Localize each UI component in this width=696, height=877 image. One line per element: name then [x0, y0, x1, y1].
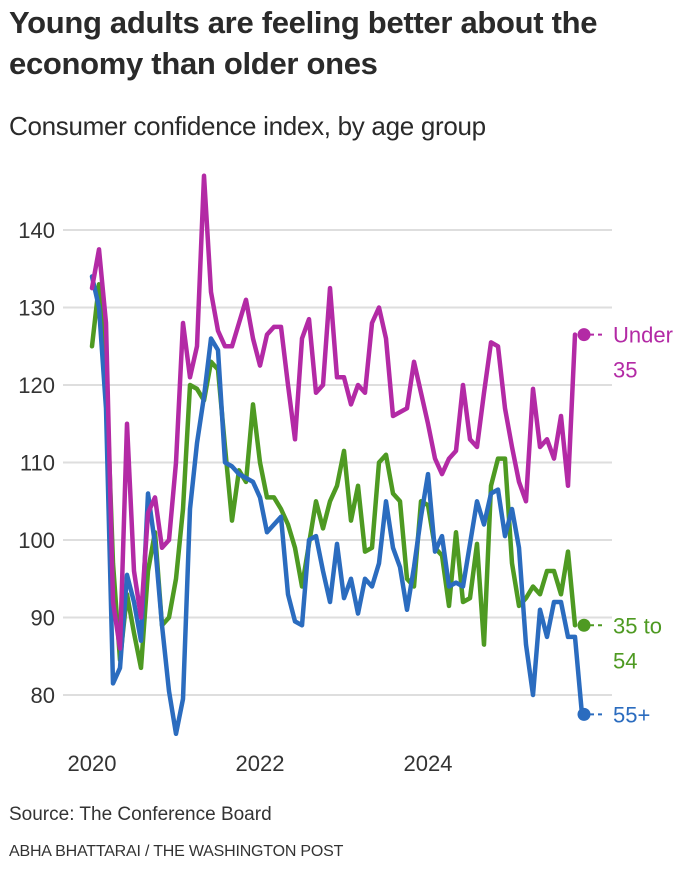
y-tick-label: 130	[18, 296, 55, 321]
x-tick-label: 2022	[236, 751, 285, 776]
series-end-marker	[577, 328, 591, 342]
series-end-marker	[577, 707, 591, 721]
series-lines	[89, 173, 585, 737]
series-label: 35	[613, 358, 637, 383]
series-label: Under	[613, 323, 673, 348]
y-tick-label: 120	[18, 373, 55, 398]
series-line-under-35	[89, 173, 578, 651]
source-note: Source: The Conference Board	[9, 804, 272, 825]
y-tick-label: 80	[31, 683, 55, 708]
y-axis-ticks: 80 90 100 110 120 130 140	[18, 218, 55, 708]
x-tick-label: 2020	[68, 751, 117, 776]
y-tick-label: 140	[18, 218, 55, 243]
series-end-marker	[577, 618, 591, 632]
x-tick-label: 2024	[404, 751, 453, 776]
y-tick-label: 90	[31, 606, 55, 631]
x-axis-ticks: 2020 2022 2024	[68, 751, 453, 776]
series-line-55	[89, 274, 585, 737]
series-label: 54	[613, 648, 637, 673]
chart-title: Young adults are feeling better about th…	[9, 5, 598, 81]
byline-credit: ABHA BHATTARAI / THE WASHINGTON POST	[9, 843, 344, 860]
series-line-35-to-54	[89, 282, 578, 671]
y-tick-label: 110	[20, 451, 55, 476]
series-label: 55+	[613, 702, 650, 727]
series-labels: Under 35 35 to 54 55+	[577, 323, 673, 727]
series-label: 35 to	[613, 613, 662, 638]
chart-subtitle: Consumer confidence index, by age group	[9, 111, 486, 141]
y-tick-label: 100	[18, 528, 55, 553]
